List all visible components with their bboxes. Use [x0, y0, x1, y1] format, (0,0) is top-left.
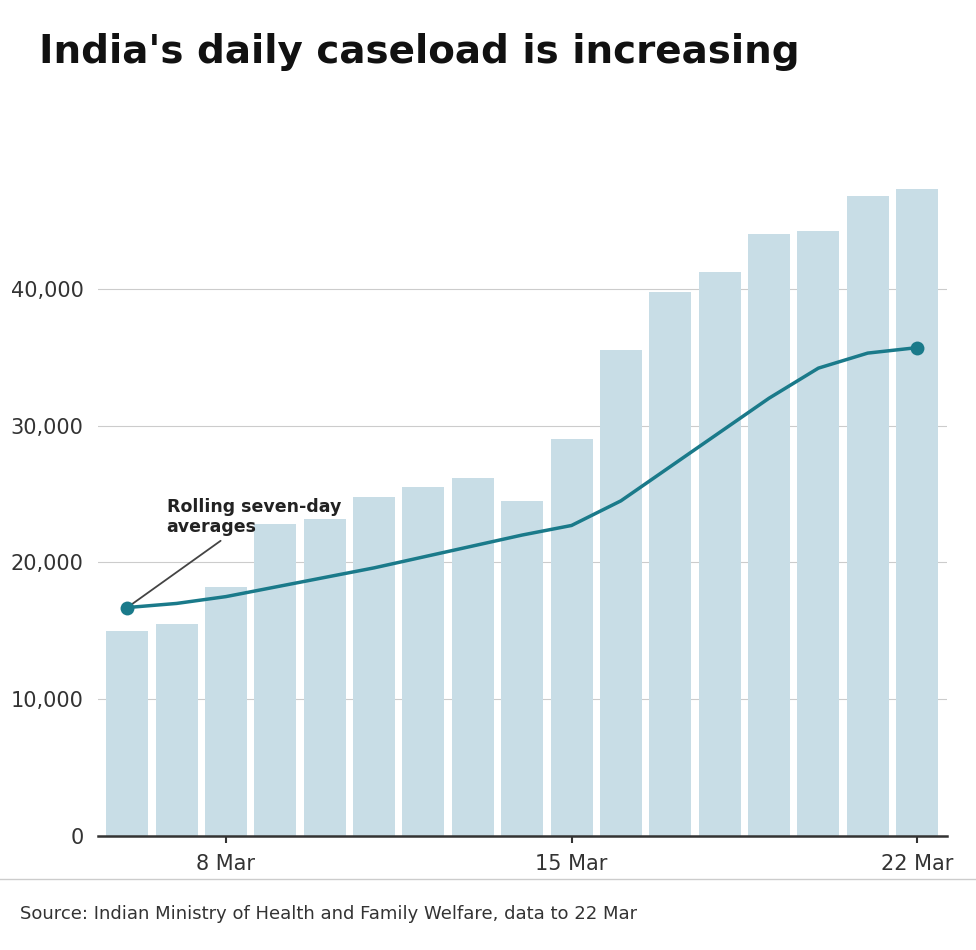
Text: India's daily caseload is increasing: India's daily caseload is increasing: [39, 33, 799, 71]
Bar: [600, 351, 642, 836]
Text: Source: Indian Ministry of Health and Family Welfare, data to 22 Mar: Source: Indian Ministry of Health and Fa…: [20, 905, 636, 922]
Bar: [205, 587, 247, 836]
Bar: [649, 292, 691, 836]
Bar: [748, 234, 790, 836]
Bar: [896, 189, 938, 836]
Bar: [353, 497, 395, 836]
Text: B: B: [883, 907, 897, 924]
Bar: [452, 478, 494, 836]
Bar: [106, 631, 148, 836]
Bar: [304, 519, 346, 836]
Text: B: B: [838, 907, 852, 924]
Bar: [699, 273, 741, 836]
Bar: [255, 524, 297, 836]
Bar: [550, 439, 592, 836]
Bar: [402, 487, 444, 836]
Bar: [847, 196, 889, 836]
Text: Rolling seven-day
averages: Rolling seven-day averages: [130, 498, 341, 606]
Bar: [155, 624, 197, 836]
Bar: [797, 232, 839, 836]
Text: C: C: [928, 907, 942, 924]
Bar: [502, 501, 543, 836]
